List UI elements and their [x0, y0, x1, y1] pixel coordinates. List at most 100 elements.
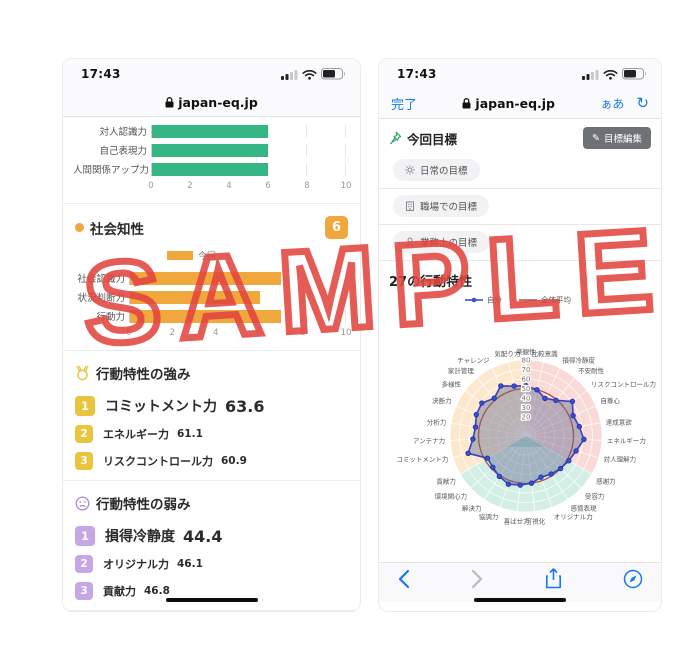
battery-icon — [622, 68, 646, 80]
trait-label: 損得冷静度 — [105, 529, 175, 545]
goal-edit-button[interactable]: ✎ 目標編集 — [583, 127, 651, 149]
bar-track — [129, 309, 346, 323]
radar-data-point — [479, 400, 485, 406]
trait-score: 61.1 — [177, 428, 203, 440]
radar-data-point — [538, 474, 544, 480]
bar-row: 自己表現力 — [73, 143, 346, 157]
social-intelligence-bar-chart: 社会認識力状況判断力行動力 0 2 4 6 8 10 — [63, 262, 360, 340]
status-time: 17:43 — [397, 67, 437, 81]
radar-spoke — [516, 435, 527, 512]
radar-data-point — [534, 387, 540, 393]
radar-spoke — [508, 361, 527, 437]
radar-axis-label: 多様性 — [442, 380, 462, 389]
bar-track — [151, 162, 346, 176]
radar-tick-label: 80 — [522, 357, 531, 365]
radar-spoke — [525, 377, 576, 437]
rank-item: 1 コミットメント力 63.6 — [75, 396, 348, 416]
rank-item: 3 リスクコントロール力 60.9 — [75, 452, 348, 470]
radar-spoke — [525, 405, 596, 437]
status-bar: 17:43 — [379, 59, 661, 89]
bar-axis: 0 2 4 6 8 10 — [73, 181, 351, 193]
radar-spoke — [525, 435, 602, 441]
workplace-goal-pill[interactable]: 職場での目標 — [393, 195, 490, 217]
home-indicator[interactable] — [165, 597, 258, 602]
radar-data-point — [465, 450, 471, 457]
rank-item: 2 エネルギー力 61.1 — [75, 425, 348, 443]
compass-icon[interactable] — [623, 569, 643, 589]
status-icons — [281, 68, 346, 80]
legend-average-label: 全体平均 — [541, 295, 571, 305]
safari-nav-bar: 完了 japan-eq.jp ぁあ ↻ — [379, 89, 661, 119]
radar-axis-label: 感情表現 — [571, 504, 598, 513]
radar-spoke — [453, 435, 527, 459]
pushpin-icon — [390, 131, 402, 145]
goals-title: 今回目標 — [407, 131, 458, 147]
trait-label: オリジナル力 — [103, 558, 169, 571]
radar-tick-label: 40 — [522, 395, 531, 403]
right-phone-screenshot: 17:43 完了 — [378, 58, 662, 612]
section-divider — [63, 350, 360, 351]
bar-category-label: 社会認識力 — [77, 274, 125, 285]
radar-axis-label: 協調力 — [479, 512, 499, 521]
axis-tick-label: 8 — [299, 328, 306, 338]
radar-self-polygon — [467, 384, 585, 486]
business-goal-pill[interactable]: 業務上の目標 — [393, 231, 490, 253]
text-size-button[interactable]: ぁあ — [600, 97, 625, 111]
bar-row: 人間関係アップ力 — [73, 162, 346, 176]
bar-category-label: 状況判断力 — [77, 293, 125, 304]
forward-icon[interactable] — [471, 569, 484, 589]
trait-score: 46.8 — [144, 585, 170, 597]
bar-axis: 0 2 4 6 8 10 — [73, 328, 351, 340]
radar-data-point — [491, 395, 497, 401]
radar-axis-label: 感謝力 — [596, 477, 616, 486]
nav-actions: ぁあ ↻ — [600, 95, 649, 112]
wifi-icon — [603, 69, 618, 80]
radar-data-point — [566, 457, 572, 464]
medal-icon — [76, 365, 89, 381]
radar-spoke — [525, 435, 599, 459]
strengths-header: 行動特性の強み — [63, 361, 360, 385]
trait-score: 44.4 — [183, 526, 223, 546]
radar-data-point — [505, 481, 512, 487]
radar-axis-label: 楽観性 — [516, 347, 536, 356]
bar-track — [129, 271, 346, 285]
radar-spoke — [525, 367, 561, 437]
status-icons — [582, 68, 647, 80]
home-indicator[interactable] — [474, 597, 566, 602]
url-field[interactable]: japan-eq.jp — [417, 96, 600, 111]
radar-data-point — [557, 465, 564, 472]
radar-data-point — [523, 382, 529, 389]
radar-center-wedge — [507, 436, 545, 447]
radar-axis-label: 達成意欲 — [606, 417, 633, 426]
radar-data-point — [576, 423, 583, 430]
radar-axis-label: チャレンジ — [457, 357, 490, 365]
compact-url-bar[interactable]: japan-eq.jp — [63, 89, 360, 117]
left-phone-screenshot: 17:43 — [62, 58, 361, 612]
share-icon[interactable] — [545, 568, 562, 589]
legend-self-marker — [471, 297, 477, 303]
goal-edit-label: 目標編集 — [603, 134, 642, 145]
radar-spoke — [456, 405, 527, 437]
radar-axis-label: 対人理解力 — [604, 455, 637, 464]
url-domain: japan-eq.jp — [178, 95, 258, 110]
bar-category-label: 行動力 — [96, 312, 125, 323]
radar-data-point — [569, 398, 576, 405]
radar-section-title: 27の行動特性 — [389, 275, 473, 290]
radar-data-point — [542, 395, 548, 402]
reload-icon[interactable]: ↻ — [636, 94, 649, 112]
rank-badge: 3 — [75, 582, 93, 600]
battery-icon — [321, 68, 345, 80]
back-icon[interactable] — [397, 569, 410, 589]
trait-label: コミットメント力 — [105, 399, 217, 415]
rank-badge: 2 — [75, 425, 93, 443]
radar-axis-label: 可視化 — [526, 516, 546, 525]
radar-data-point — [573, 448, 579, 454]
rank-item: 3 貢献力 46.8 — [75, 582, 348, 600]
lock-icon — [165, 97, 174, 108]
radar-data-point — [581, 436, 587, 443]
daily-goal-pill[interactable]: 日常の目標 — [393, 159, 480, 181]
radar-data-point — [496, 473, 503, 480]
pill-label: 業務上の目標 — [420, 238, 478, 249]
done-button[interactable]: 完了 — [391, 98, 418, 113]
